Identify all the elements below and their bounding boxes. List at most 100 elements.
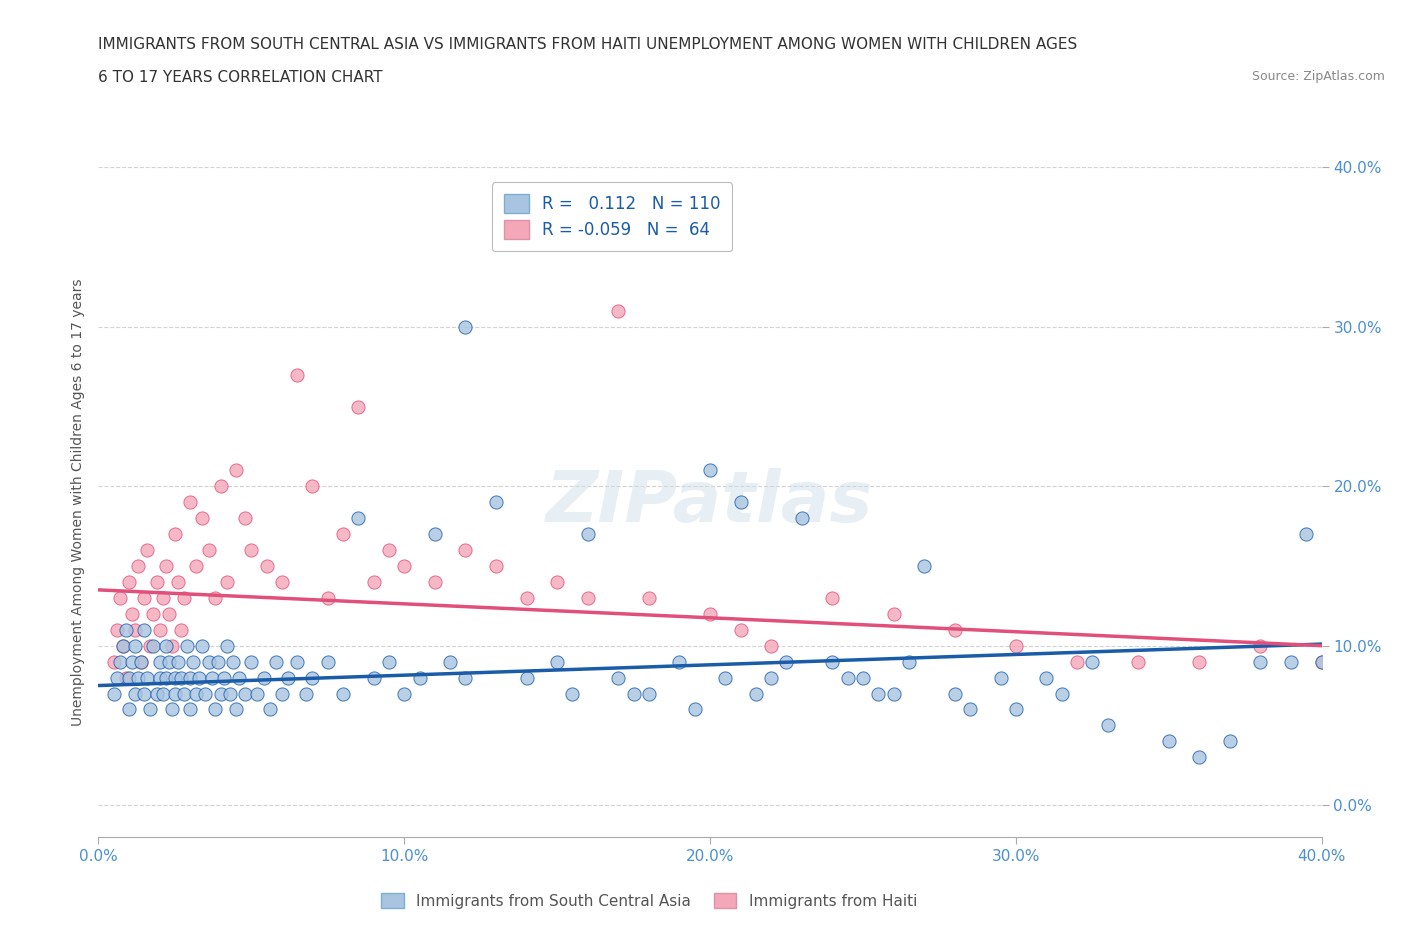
Point: [155, 559, 177, 574]
Point: [225, 463, 247, 478]
Point: [139, 638, 162, 653]
Point: [730, 495, 752, 510]
Point: [118, 575, 141, 590]
Point: [139, 702, 162, 717]
Point: [378, 542, 401, 557]
Point: [179, 702, 201, 717]
Point: [454, 319, 477, 334]
Point: [191, 511, 214, 525]
Point: [108, 654, 131, 669]
Point: [576, 526, 599, 541]
Point: [821, 654, 844, 669]
Point: [730, 622, 752, 637]
Point: [775, 654, 797, 669]
Point: [1157, 734, 1180, 749]
Point: [264, 654, 287, 669]
Point: [179, 671, 201, 685]
Point: [378, 654, 401, 669]
Point: [837, 671, 859, 685]
Point: [228, 671, 250, 685]
Point: [623, 686, 645, 701]
Point: [347, 511, 370, 525]
Point: [129, 654, 152, 669]
Text: 6 TO 17 YEARS CORRELATION CHART: 6 TO 17 YEARS CORRELATION CHART: [98, 70, 382, 85]
Point: [714, 671, 737, 685]
Point: [173, 686, 195, 701]
Point: [759, 638, 782, 653]
Point: [759, 671, 782, 685]
Point: [277, 671, 299, 685]
Point: [683, 702, 706, 717]
Point: [1004, 638, 1026, 653]
Point: [207, 654, 229, 669]
Point: [209, 686, 232, 701]
Point: [145, 575, 167, 590]
Point: [423, 575, 446, 590]
Point: [134, 686, 156, 701]
Point: [149, 622, 172, 637]
Text: Source: ZipAtlas.com: Source: ZipAtlas.com: [1251, 70, 1385, 83]
Point: [186, 559, 208, 574]
Point: [111, 638, 134, 653]
Point: [745, 686, 768, 701]
Point: [134, 591, 156, 605]
Point: [423, 526, 446, 541]
Y-axis label: Unemployment Among Women with Children Ages 6 to 17 years: Unemployment Among Women with Children A…: [70, 278, 84, 726]
Point: [852, 671, 875, 685]
Point: [124, 638, 146, 653]
Point: [1310, 654, 1333, 669]
Point: [179, 495, 201, 510]
Legend: Immigrants from South Central Asia, Immigrants from Haiti: Immigrants from South Central Asia, Immi…: [373, 885, 925, 916]
Point: [194, 686, 217, 701]
Point: [167, 575, 190, 590]
Point: [897, 654, 920, 669]
Point: [668, 654, 690, 669]
Point: [197, 654, 219, 669]
Point: [485, 559, 508, 574]
Point: [105, 622, 128, 637]
Point: [637, 591, 661, 605]
Point: [868, 686, 890, 701]
Point: [959, 702, 981, 717]
Point: [316, 654, 339, 669]
Point: [204, 702, 226, 717]
Point: [127, 671, 149, 685]
Point: [943, 622, 966, 637]
Point: [316, 591, 339, 605]
Point: [990, 671, 1012, 685]
Point: [607, 671, 630, 685]
Point: [215, 575, 238, 590]
Point: [546, 575, 568, 590]
Point: [392, 559, 416, 574]
Point: [215, 638, 238, 653]
Text: ZIPatlas: ZIPatlas: [547, 468, 873, 537]
Point: [821, 591, 844, 605]
Point: [883, 606, 905, 621]
Point: [1050, 686, 1073, 701]
Point: [121, 606, 143, 621]
Point: [127, 559, 149, 574]
Point: [1035, 671, 1057, 685]
Point: [142, 606, 165, 621]
Point: [454, 542, 477, 557]
Point: [155, 638, 177, 653]
Point: [160, 702, 183, 717]
Point: [149, 671, 172, 685]
Point: [170, 622, 193, 637]
Point: [1097, 718, 1119, 733]
Point: [363, 575, 385, 590]
Point: [516, 591, 538, 605]
Point: [176, 638, 198, 653]
Point: [1004, 702, 1026, 717]
Point: [332, 526, 354, 541]
Point: [454, 671, 477, 685]
Point: [186, 686, 208, 701]
Point: [200, 671, 222, 685]
Point: [240, 542, 263, 557]
Point: [285, 654, 308, 669]
Point: [912, 559, 935, 574]
Point: [188, 671, 211, 685]
Point: [163, 686, 186, 701]
Text: IMMIGRANTS FROM SOUTH CENTRAL ASIA VS IMMIGRANTS FROM HAITI UNEMPLOYMENT AMONG W: IMMIGRANTS FROM SOUTH CENTRAL ASIA VS IM…: [98, 37, 1077, 52]
Point: [103, 654, 125, 669]
